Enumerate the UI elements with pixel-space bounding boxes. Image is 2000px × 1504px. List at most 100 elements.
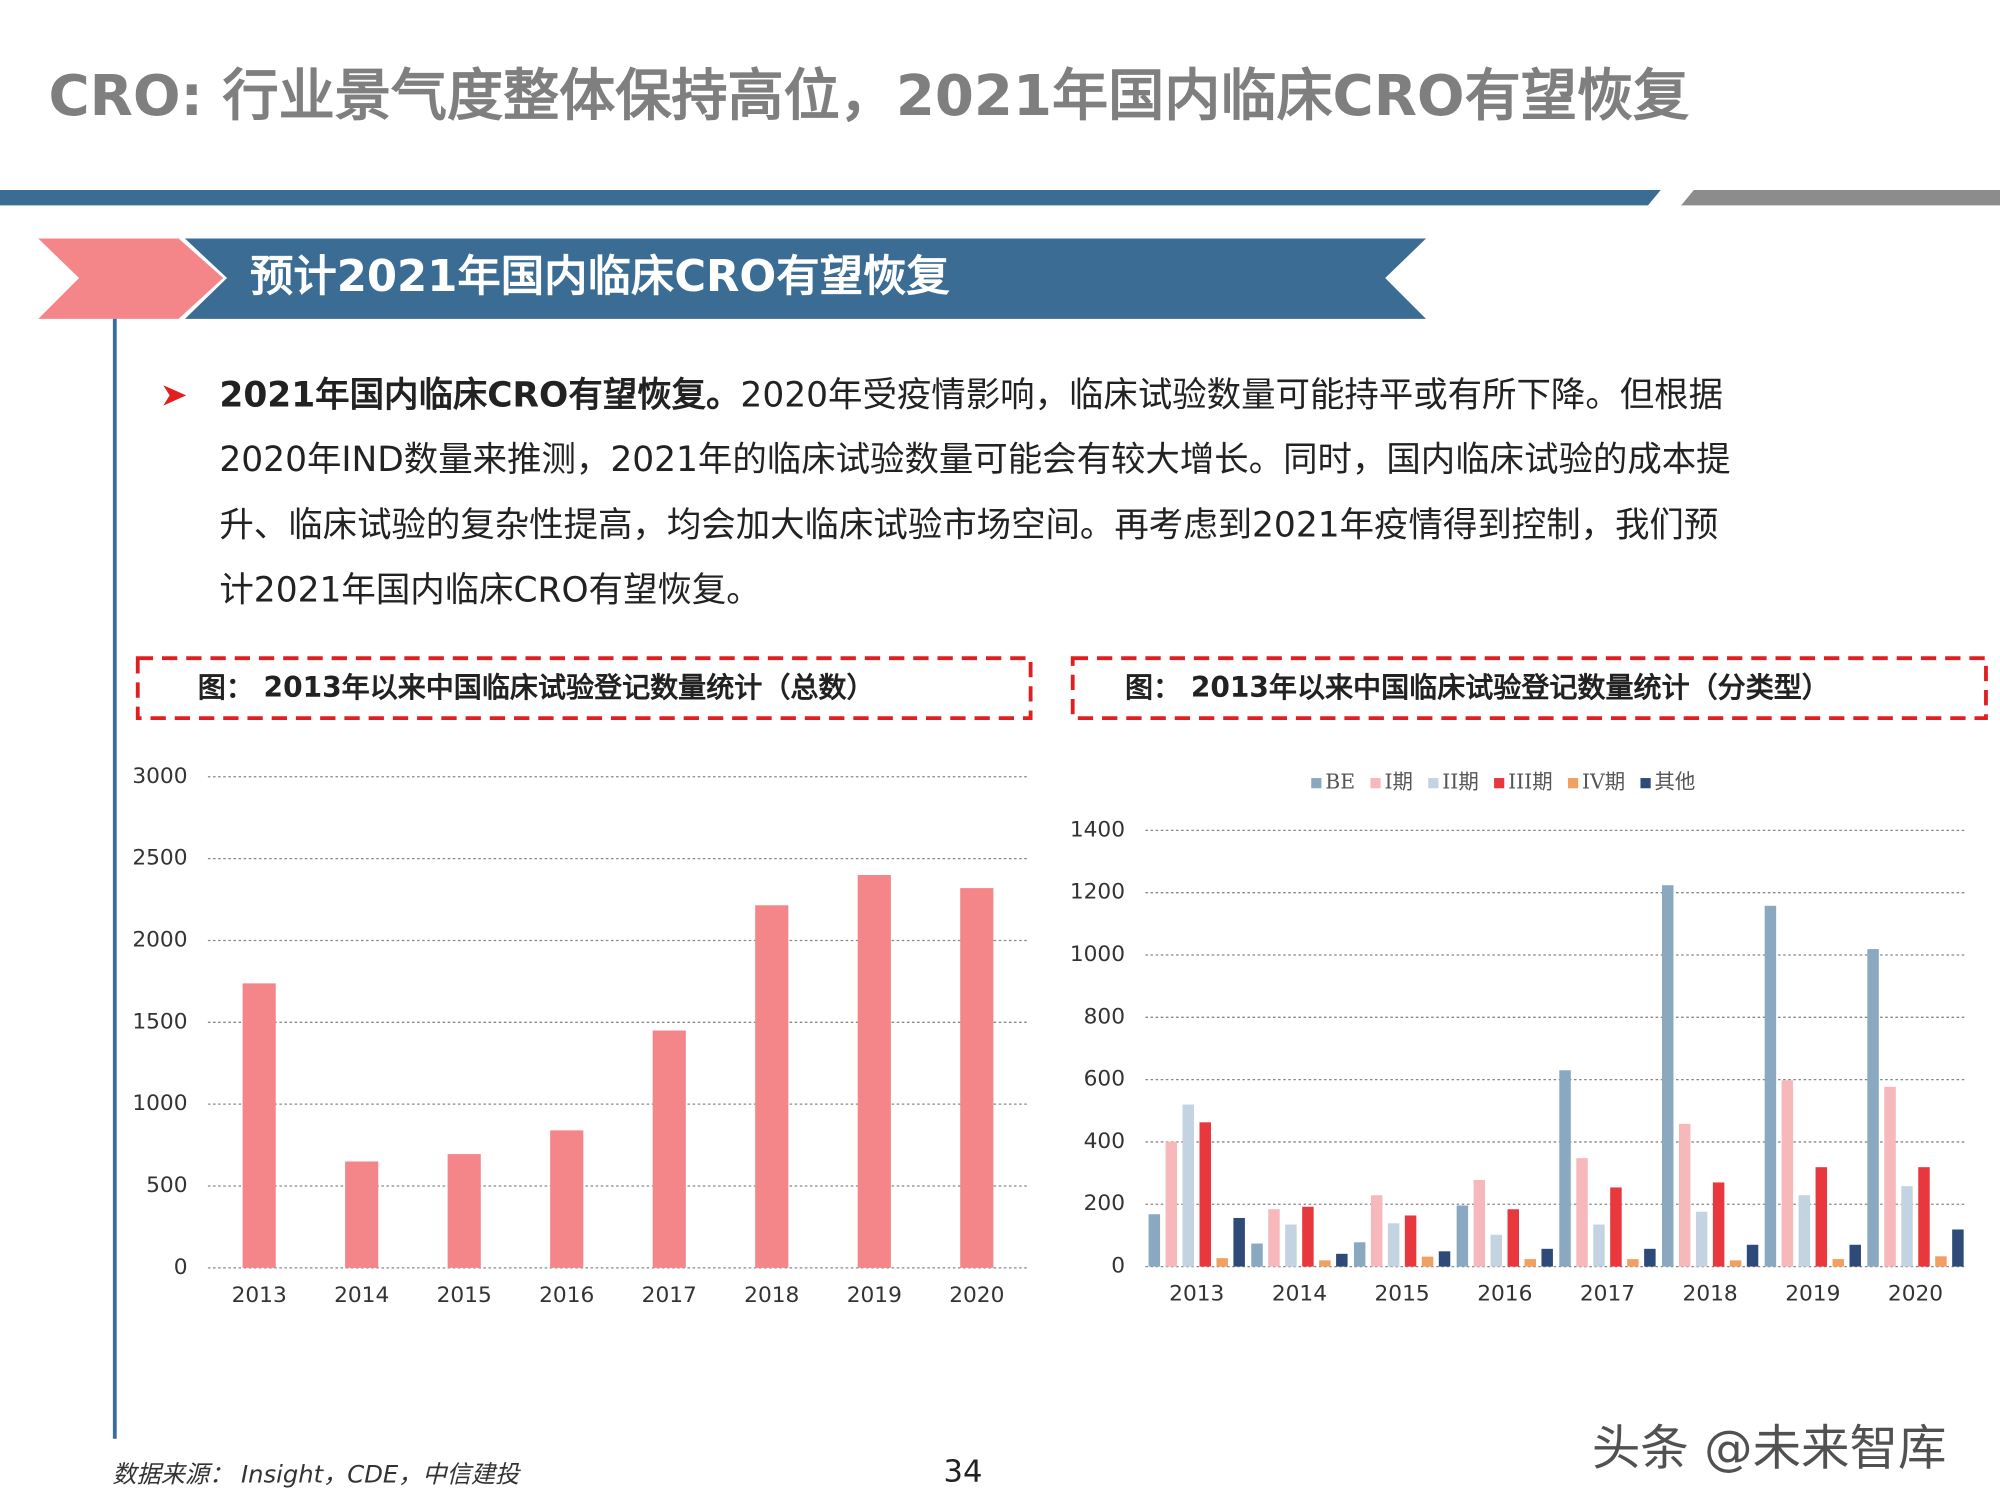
bar xyxy=(550,1130,584,1268)
bar xyxy=(1165,1141,1178,1267)
bar xyxy=(242,983,276,1268)
bar xyxy=(1576,1158,1588,1267)
legend-label: I期 xyxy=(1384,770,1412,794)
x-tick-label: 2013 xyxy=(232,1283,287,1308)
bar xyxy=(1404,1215,1417,1267)
bar xyxy=(960,888,994,1268)
slide-title: CRO: 行业景气度整体保持高位，2021年国内临床CRO有望恢复 xyxy=(48,64,1689,129)
x-tick-label: 2013 xyxy=(1169,1282,1224,1307)
x-tick-label: 2016 xyxy=(1477,1282,1532,1307)
bar xyxy=(1832,1259,1845,1267)
bar xyxy=(1952,1229,1964,1267)
bar xyxy=(1559,1070,1571,1267)
x-tick-label: 2014 xyxy=(334,1283,389,1308)
legend-swatch xyxy=(1567,778,1579,789)
bar xyxy=(1473,1179,1486,1267)
caption-box xyxy=(135,656,1033,721)
legend-swatch xyxy=(1640,778,1651,789)
bullet-line: 2021年国内临床CRO有望恢复。2020年受疫情影响，临床试验数量可能持平或有… xyxy=(219,375,1723,415)
x-tick-label: 2017 xyxy=(642,1283,697,1308)
legend-swatch xyxy=(1428,778,1439,789)
bar xyxy=(1421,1256,1434,1267)
bar xyxy=(1935,1256,1947,1267)
bar xyxy=(1849,1244,1861,1267)
bar xyxy=(1593,1224,1605,1267)
bar xyxy=(755,905,789,1268)
bar xyxy=(1729,1260,1742,1267)
y-tick-label: 400 xyxy=(1084,1129,1125,1154)
x-tick-label: 2018 xyxy=(1683,1282,1738,1307)
watermark: 头条 @未来智库 xyxy=(1592,1421,1947,1477)
legend-swatch xyxy=(1494,778,1505,789)
bar xyxy=(1490,1234,1503,1267)
legend-label: IV期 xyxy=(1582,770,1625,794)
legend-label: III期 xyxy=(1508,770,1553,794)
y-tick-label: 1500 xyxy=(132,1009,187,1034)
x-tick-label: 2017 xyxy=(1580,1282,1635,1307)
rule xyxy=(0,190,1661,206)
y-tick-label: 3000 xyxy=(132,764,187,789)
bar xyxy=(1251,1243,1263,1267)
legend-label: 其他 xyxy=(1655,770,1696,794)
bar xyxy=(1319,1260,1331,1267)
y-tick-label: 1200 xyxy=(1070,880,1125,905)
banner xyxy=(184,238,1427,319)
y-tick-label: 500 xyxy=(146,1173,187,1198)
bar xyxy=(1507,1209,1520,1267)
bar xyxy=(1302,1206,1314,1267)
bar xyxy=(1524,1259,1536,1267)
bar xyxy=(1456,1205,1469,1267)
y-tick-label: 800 xyxy=(1084,1004,1125,1029)
bar xyxy=(1867,949,1879,1267)
x-tick-label: 2016 xyxy=(539,1283,594,1308)
bar xyxy=(1901,1186,1913,1267)
bar xyxy=(1285,1224,1297,1267)
bar xyxy=(1815,1167,1828,1267)
bar xyxy=(447,1154,481,1268)
y-tick-label: 1400 xyxy=(1070,817,1125,842)
x-tick-label: 2019 xyxy=(1785,1282,1840,1307)
bar xyxy=(1438,1251,1451,1267)
x-tick-label: 2015 xyxy=(1375,1282,1430,1307)
bullet-text: 计2021年国内临床CRO有望恢复。 xyxy=(219,570,760,610)
banner-arrow xyxy=(38,238,224,319)
x-tick-label: 2018 xyxy=(744,1283,799,1308)
x-tick-label: 2019 xyxy=(847,1283,902,1308)
bar xyxy=(1798,1195,1811,1267)
rule-gray xyxy=(1681,190,2000,206)
source: 数据来源： Insight，CDE，中信建投 xyxy=(112,1461,521,1489)
y-tick-label: 0 xyxy=(1111,1254,1125,1279)
y-tick-label: 2000 xyxy=(132,927,187,952)
bullet-text: 2020年IND数量来推测，2021年的临床试验数量可能会有较大增长。同时，国内… xyxy=(219,440,1730,480)
bullet-icon xyxy=(163,385,187,406)
bar xyxy=(1199,1122,1211,1267)
bar xyxy=(345,1161,379,1268)
bar xyxy=(1884,1086,1896,1267)
y-tick-label: 1000 xyxy=(132,1091,187,1116)
bar xyxy=(1918,1167,1930,1267)
x-tick-label: 2020 xyxy=(1888,1282,1943,1307)
bar xyxy=(1182,1104,1195,1267)
bar xyxy=(1336,1253,1348,1267)
bar xyxy=(1712,1182,1725,1267)
x-tick-label: 2014 xyxy=(1272,1282,1327,1307)
chart-caption: 图： 2013年以来中国临床试验登记数量统计（分类型） xyxy=(1125,671,1830,704)
bar xyxy=(1268,1209,1280,1267)
y-tick-label: 200 xyxy=(1084,1191,1125,1216)
bar xyxy=(1746,1244,1759,1267)
bar xyxy=(1695,1211,1708,1267)
chart-caption: 图： 2013年以来中国临床试验登记数量统计（总数） xyxy=(198,671,875,704)
x-tick-label: 2015 xyxy=(437,1283,492,1308)
y-tick-label: 600 xyxy=(1084,1067,1125,1092)
bar xyxy=(1541,1248,1553,1267)
bar xyxy=(1610,1187,1622,1267)
bar xyxy=(1661,885,1674,1267)
page-number: 34 xyxy=(944,1455,983,1490)
bar xyxy=(652,1030,686,1268)
banner-title: 预计2021年国内临床CRO有望恢复 xyxy=(250,252,950,302)
bar xyxy=(1764,905,1777,1267)
bar xyxy=(1627,1259,1639,1267)
bar xyxy=(1148,1214,1161,1267)
bar xyxy=(1387,1223,1400,1267)
